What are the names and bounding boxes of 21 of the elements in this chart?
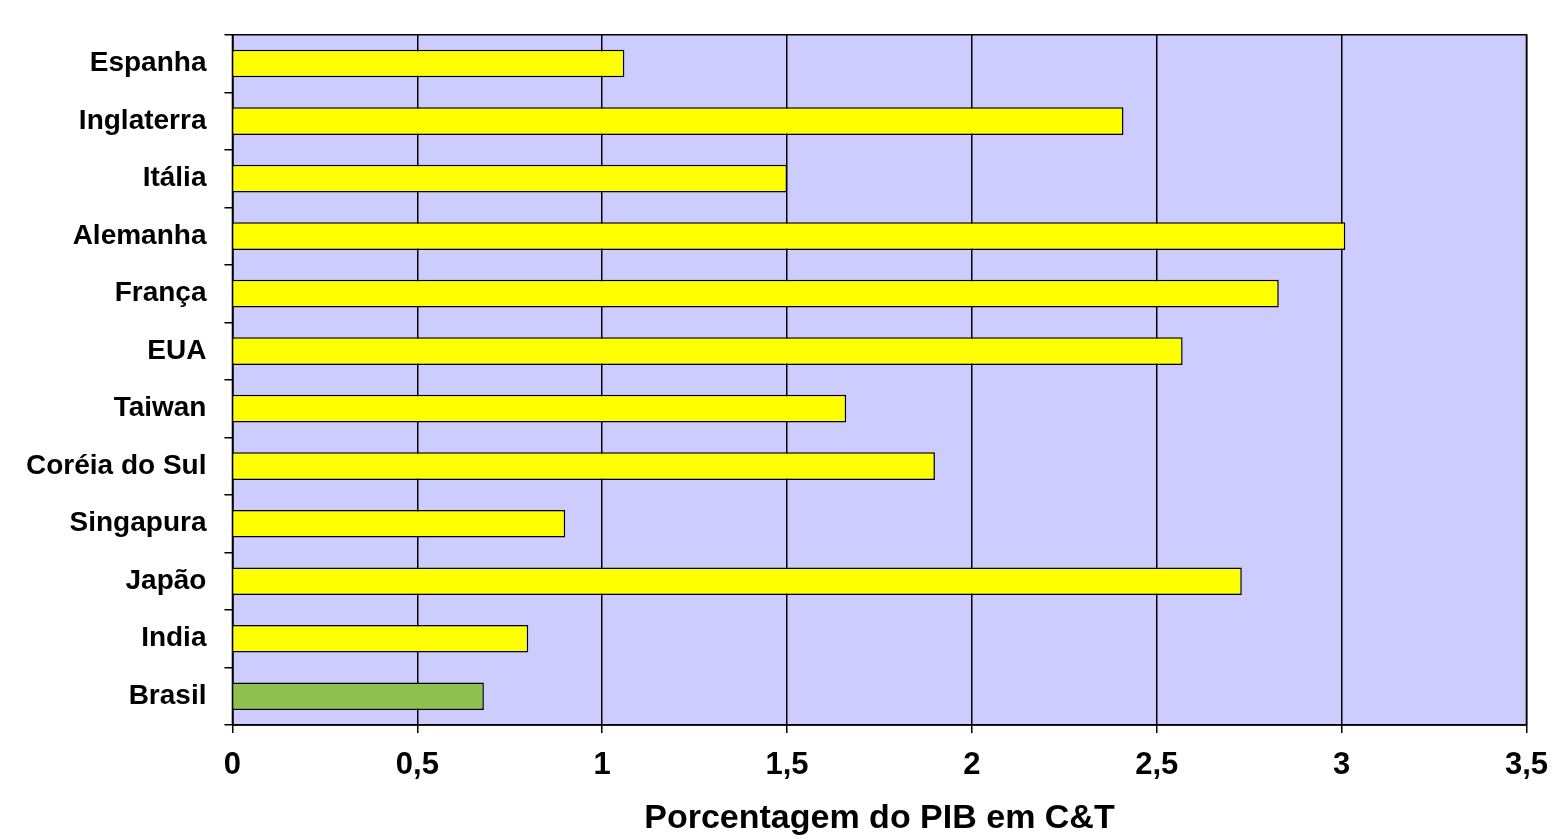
y-tick-label: Brasil	[128, 678, 207, 710]
x-tick-label: 0,5	[395, 746, 439, 782]
y-tick-label: EUA	[147, 333, 207, 365]
x-tick-label: 3	[1332, 746, 1351, 782]
y-tick-label: Coréia do Sul	[26, 448, 207, 480]
y-tick-label: Alemanha	[72, 218, 207, 250]
y-tick-label: Espanha	[89, 46, 207, 78]
x-tick-label: 1	[593, 746, 611, 782]
y-tick-label: Taiwan	[113, 391, 207, 423]
x-tick-label: 2,5	[1135, 746, 1179, 782]
y-tick-label: India	[141, 621, 207, 653]
x-axis-title: Porcentagem do PIB em C&T	[644, 796, 1115, 835]
x-tick-label: 0	[223, 746, 242, 782]
y-tick-label: Japão	[125, 563, 207, 595]
y-tick-label: Itália	[142, 161, 207, 193]
x-tick-label: 2	[963, 746, 981, 782]
y-tick-label: França	[114, 276, 207, 308]
y-tick-label: Singapura	[69, 506, 207, 538]
x-tick-label: 3,5	[1504, 746, 1549, 782]
y-tick-label: Inglaterra	[78, 103, 207, 135]
x-tick-label: 1,5	[765, 746, 809, 782]
